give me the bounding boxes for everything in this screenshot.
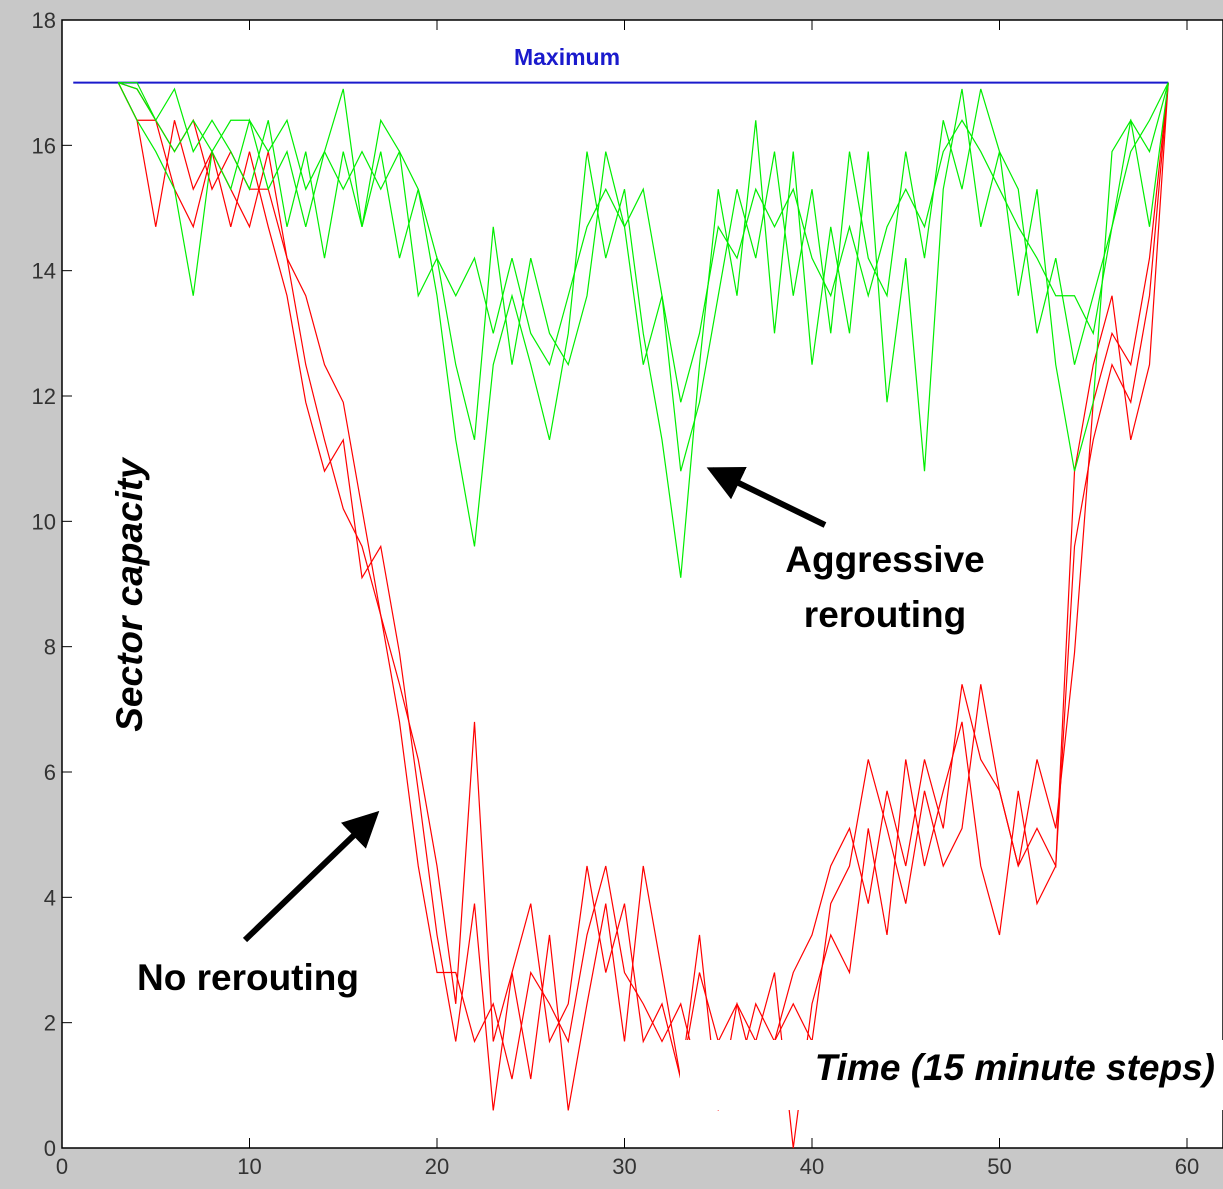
x-tick-label: 30 [612,1154,636,1179]
y-tick-label: 8 [44,635,56,660]
series-line [117,82,1169,1081]
series-line [117,82,1169,1149]
y-tick-label: 4 [44,885,56,910]
y-tick-label: 14 [32,259,56,284]
y-axis-label: Sector capacity [109,456,150,732]
y-tick-label: 12 [32,384,56,409]
y-tick-label: 10 [32,509,56,534]
series-line [118,82,1169,472]
y-tick-label: 18 [32,8,56,33]
y-tick-label: 16 [32,133,56,158]
x-label-box [680,1040,1223,1110]
y-tick-label: 0 [44,1136,56,1161]
y-tick-label: 6 [44,760,56,785]
annotation: No rerouting [137,957,359,998]
x-tick-label: 20 [425,1154,449,1179]
x-tick-label: 50 [987,1154,1011,1179]
arrow [706,466,827,528]
series-line [118,82,1169,1081]
x-tick-label: 0 [56,1154,68,1179]
plot-area [61,19,1223,1149]
x-tick-label: 60 [1175,1154,1199,1179]
series-line [117,82,1169,578]
annotation: Aggressive [785,539,985,580]
x-tick-label: 10 [237,1154,261,1179]
reference-label: Maximum [514,44,620,70]
arrow [242,810,380,943]
x-axis-label: Time (15 minute steps) [815,1047,1215,1088]
annotation: rerouting [804,594,966,635]
x-tick-label: 40 [800,1154,824,1179]
y-tick-label: 2 [44,1011,56,1036]
